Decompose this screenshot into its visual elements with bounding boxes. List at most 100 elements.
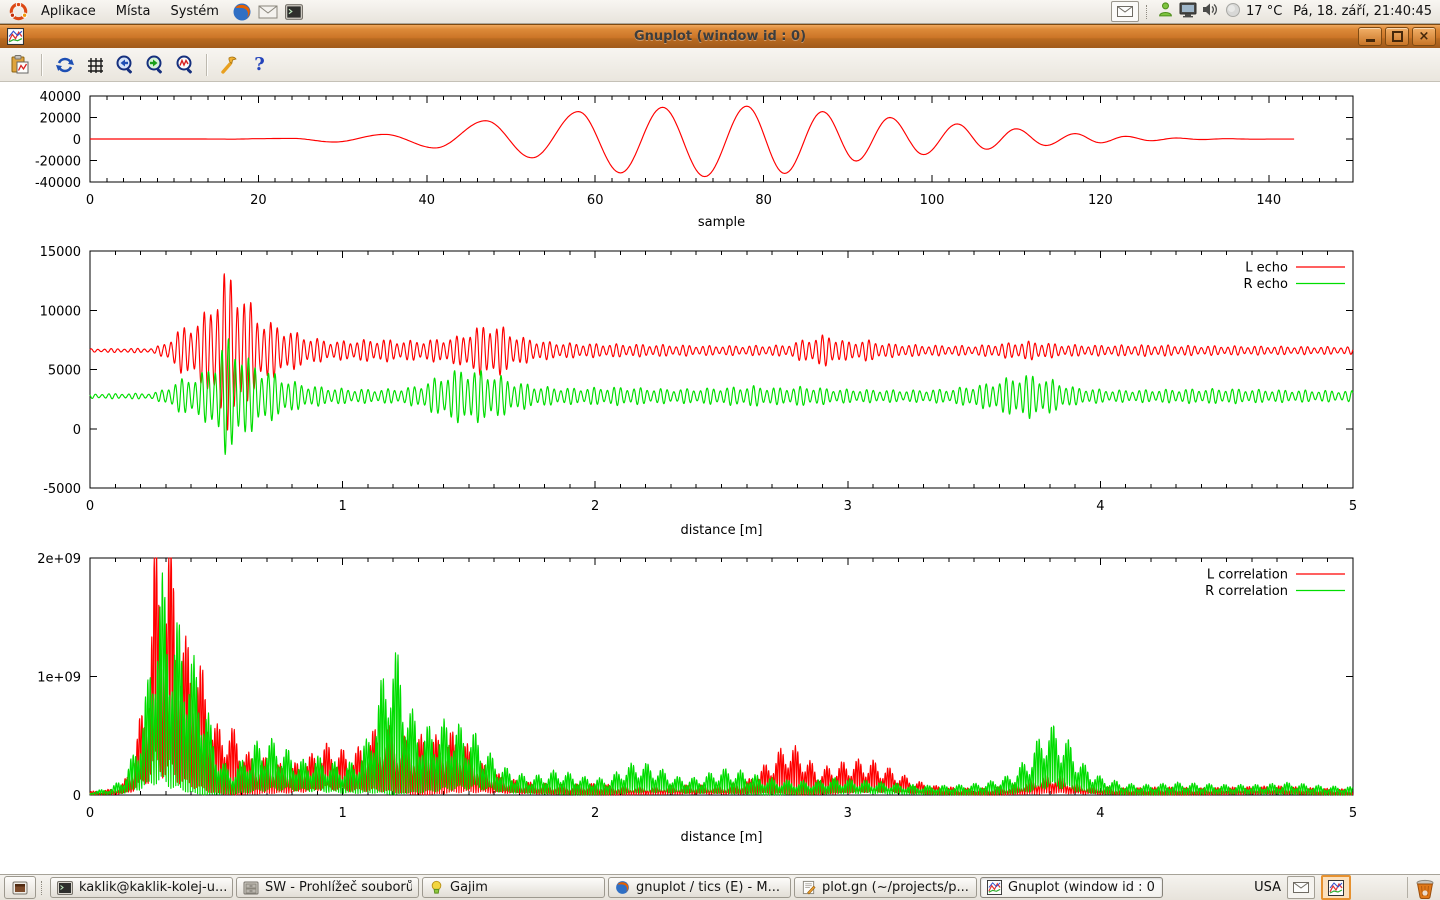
help-button[interactable]: ?	[254, 54, 265, 75]
x-tick-label: 0	[86, 499, 94, 514]
y-tick-label: -5000	[43, 482, 81, 497]
series-signal	[90, 105, 1295, 178]
file-manager-icon	[243, 881, 259, 895]
plot-1: 0 20 40 60 80 100 120 140 40000 20000 0 -20000 -4000…	[35, 90, 1354, 230]
series-l-correlation	[89, 557, 1354, 796]
user-switcher-icon[interactable]	[1157, 1, 1174, 22]
gajim-icon	[429, 880, 444, 895]
series-l-echo	[89, 273, 1354, 431]
mail-notification-icon[interactable]	[1111, 1, 1140, 22]
menu-places[interactable]: Místa	[115, 4, 151, 19]
x-tick-label: 5	[1349, 806, 1357, 821]
x-tick-label: 0	[86, 806, 94, 821]
taskbar-window-1[interactable]: kaklik@kaklik-kolej-u...	[50, 877, 233, 898]
y-tick-label: 0	[73, 133, 81, 148]
volume-icon[interactable]	[1202, 2, 1220, 21]
tasklist-handle	[41, 880, 45, 895]
x-axis-label: sample	[698, 215, 745, 230]
y-tick-label: 15000	[40, 245, 81, 260]
taskbar-window-3[interactable]: Gajim	[422, 877, 605, 898]
x-tick-label: 2	[591, 806, 599, 821]
x-tick-label: 1	[338, 499, 346, 514]
y-tick-label: 0	[73, 789, 81, 804]
series-r-echo	[89, 338, 1354, 455]
menu-system[interactable]: Systém	[170, 4, 219, 19]
toolbar-separator	[41, 53, 43, 76]
legend-label: L echo	[1245, 261, 1288, 276]
y-tick-label: 2e+09	[37, 552, 81, 567]
y-tick-label: 0	[73, 423, 81, 438]
previous-zoom-button[interactable]	[111, 51, 138, 78]
x-axis-label: distance [m]	[680, 523, 762, 538]
plot-3: 0 1 2 3 4 5 2e+09 1e+09 0 distance [m] L correlati…	[37, 552, 1357, 845]
taskbar-window-4[interactable]: gnuplot / tics (E) - M...	[608, 877, 791, 898]
display-icon[interactable]	[1179, 2, 1197, 22]
x-tick-label: 5	[1349, 499, 1357, 514]
copy-to-clipboard-button[interactable]	[6, 51, 33, 78]
mail-icon[interactable]	[257, 2, 279, 22]
x-tick-label: 1	[338, 806, 346, 821]
applet-handle	[1146, 4, 1150, 19]
taskbar-window-5[interactable]: plot.gn (~/projects/p...	[794, 877, 977, 898]
x-tick-label: 4	[1096, 806, 1104, 821]
taskbar-window-6[interactable]: Gnuplot (window id : 0)	[980, 877, 1163, 898]
x-tick-label: 0	[86, 193, 94, 208]
taskbar-window-label: Gnuplot (window id : 0)	[1008, 880, 1156, 895]
window-titlebar[interactable]: Gnuplot (window id : 0) ×	[0, 24, 1440, 48]
y-tick-label: 40000	[40, 90, 81, 105]
firefox-icon	[615, 880, 630, 895]
legend-label: R echo	[1243, 277, 1288, 292]
firefox-icon[interactable]	[231, 2, 253, 22]
x-tick-label: 100	[920, 193, 945, 208]
y-tick-label: -20000	[35, 155, 81, 170]
x-tick-label: 2	[591, 499, 599, 514]
close-button[interactable]: ×	[1412, 27, 1436, 46]
options-button[interactable]	[216, 51, 243, 78]
y-tick-label: 20000	[40, 112, 81, 127]
tray-gnuplot-icon[interactable]	[1321, 875, 1351, 900]
next-zoom-button[interactable]	[141, 51, 168, 78]
series-r-correlation	[89, 572, 1354, 796]
replot-button[interactable]	[51, 51, 78, 78]
taskbar-window-label: kaklik@kaklik-kolej-u...	[79, 880, 226, 895]
taskbar-window-label: gnuplot / tics (E) - M...	[636, 880, 780, 895]
x-tick-label: 60	[587, 193, 604, 208]
plots-svg: 0 20 40 60 80 100 120 14040000200000-20000-4000…	[35, 90, 1358, 845]
y-tick-label: 10000	[40, 304, 81, 319]
weather-icon[interactable]	[1225, 2, 1241, 22]
tray-mail-icon[interactable]	[1287, 876, 1315, 899]
legend-label: R correlation	[1205, 584, 1288, 599]
taskbar-window-label: Gajim	[450, 880, 488, 895]
y-tick-label: 1e+09	[37, 671, 81, 686]
toolbar-separator	[206, 53, 208, 76]
menu-applications[interactable]: Aplikace	[41, 4, 96, 19]
top-panel: Aplikace Místa Systém	[0, 0, 1440, 24]
x-tick-label: 40	[419, 193, 436, 208]
taskbar-window-label: SW - Prohlížeč souborů	[265, 880, 412, 895]
gnuplot-canvas[interactable]: 0 20 40 60 80 100 120 140 40000 20000 0 -20000 -4000…	[0, 82, 1440, 874]
gnuplot-window: Gnuplot (window id : 0) ×	[0, 24, 1440, 874]
x-tick-label: 3	[844, 806, 852, 821]
x-tick-label: 3	[844, 499, 852, 514]
maximize-button[interactable]	[1385, 27, 1409, 46]
plot-2: 0 1 2 3 4 5 15000 10000 5000 0 -5000 distance [m] L …	[40, 245, 1358, 538]
legend-label: L correlation	[1207, 568, 1288, 583]
temperature-label: 17 °C	[1246, 4, 1283, 19]
x-tick-label: 80	[755, 193, 772, 208]
taskbar-window-label: plot.gn (~/projects/p...	[822, 880, 969, 895]
taskbar-window-2[interactable]: SW - Prohlížeč souborů	[236, 877, 419, 898]
keyboard-layout-indicator[interactable]: USA	[1254, 880, 1281, 895]
clock-label[interactable]: Pá, 18. září, 21:40:45	[1293, 4, 1432, 19]
terminal-icon[interactable]	[283, 2, 305, 22]
x-axis-label: distance [m]	[680, 830, 762, 845]
ubuntu-logo-icon[interactable]	[7, 2, 29, 22]
taskbar: kaklik@kaklik-kolej-u... SW - Prohlížeč s…	[0, 874, 1440, 900]
trash-icon[interactable]	[1414, 877, 1436, 899]
toggle-grid-button[interactable]	[81, 51, 108, 78]
window-title: Gnuplot (window id : 0)	[633, 29, 807, 44]
terminal-icon	[57, 880, 73, 895]
minimize-button[interactable]	[1358, 27, 1382, 46]
reset-zoom-button[interactable]	[171, 51, 198, 78]
show-desktop-button[interactable]	[4, 876, 36, 899]
